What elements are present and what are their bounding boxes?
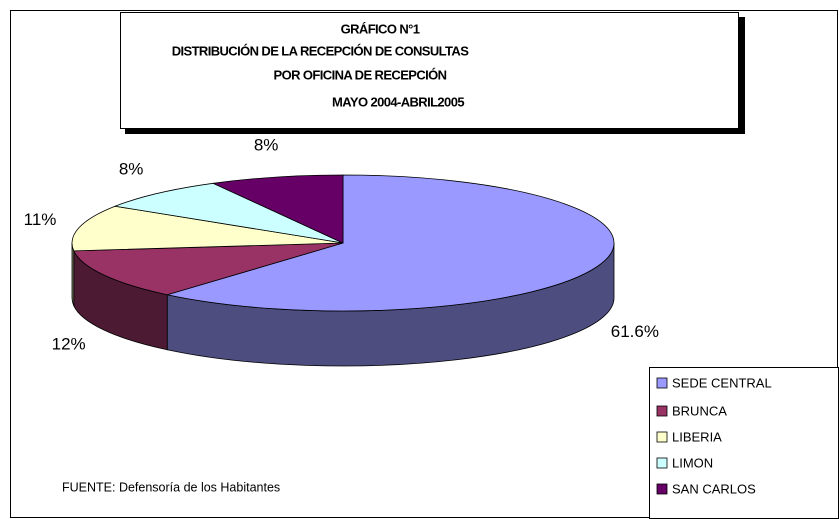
chart-title: MAYO 2004-ABRIL2005 bbox=[332, 94, 464, 109]
source-note: FUENTE: Defensoría de los Habitantes bbox=[62, 480, 280, 494]
data-label: 8% bbox=[119, 159, 144, 178]
legend-label: BRUNCA bbox=[672, 403, 727, 418]
data-label: 8% bbox=[254, 136, 279, 155]
slice bbox=[73, 242, 344, 296]
slice bbox=[211, 174, 344, 244]
legend-label: SAN CARLOS bbox=[672, 481, 756, 496]
data-label: 61.6% bbox=[611, 322, 659, 341]
slice bbox=[71, 205, 344, 252]
title-box bbox=[120, 12, 739, 129]
chart-title: DISTRIBUCIÓN DE LA RECEPCIÓN DE CONSULTA… bbox=[172, 43, 469, 58]
slice bbox=[113, 182, 344, 244]
legend-label: LIMON bbox=[672, 455, 713, 470]
legend-swatch bbox=[656, 431, 668, 443]
data-label: 12% bbox=[52, 335, 86, 354]
chart-title: POR OFICINA DE RECEPCIÓN bbox=[274, 67, 447, 82]
legend-swatch bbox=[656, 405, 668, 417]
legend-swatch bbox=[656, 483, 668, 495]
legend-swatch bbox=[656, 377, 668, 389]
slice-tops bbox=[71, 174, 615, 312]
legend-label: LIBERIA bbox=[672, 429, 722, 444]
slice-side bbox=[71, 242, 75, 307]
data-label: 11% bbox=[24, 210, 57, 229]
legend-box bbox=[649, 367, 839, 519]
legend-label: SEDE CENTRAL bbox=[672, 375, 772, 390]
legend-swatch bbox=[656, 457, 668, 469]
slice bbox=[167, 174, 615, 312]
chart-title: GRÁFICO N°1 bbox=[341, 21, 420, 36]
